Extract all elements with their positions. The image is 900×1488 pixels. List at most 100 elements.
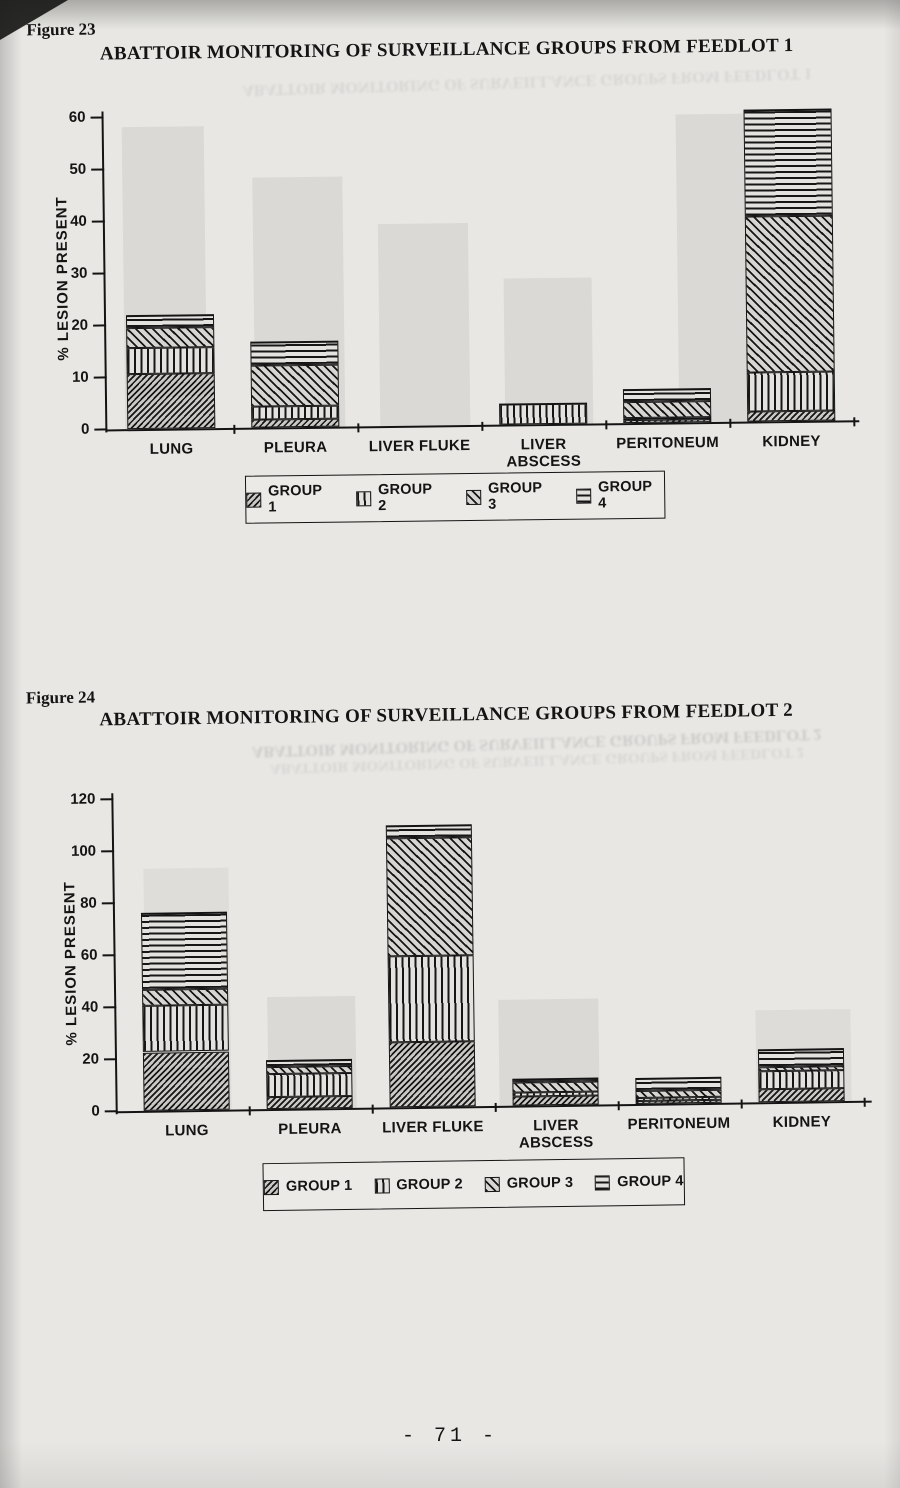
category-label-liver-abscess: LIVER ABSCESS	[518, 1116, 594, 1152]
y-tick-label-40: 40	[70, 212, 87, 230]
bar-segment-lung-group-2	[142, 1004, 229, 1053]
legend-item-group-2: GROUP 2	[374, 1176, 463, 1193]
y-tick-label-20: 20	[71, 316, 89, 334]
figure-23-legend: GROUP 1 GROUP 2 GROUP 3 GROUP 4	[244, 470, 666, 524]
x-axis-tick	[863, 1097, 866, 1107]
scan-corner-shadow	[0, 0, 68, 40]
bar-segment-pleura-group-1	[266, 1096, 353, 1110]
x-axis-tick	[481, 421, 484, 431]
bar-segment-lung-group-1	[126, 373, 216, 430]
bar-segment-kidney-group-1	[747, 410, 836, 422]
legend-label-group-4: GROUP 4	[597, 478, 653, 512]
legend-item-group-4: GROUP 4	[595, 1173, 684, 1190]
bar-segment-liver-fluke-group-1	[388, 1041, 476, 1108]
x-axis-tick	[605, 420, 608, 430]
legend-label-group-1: GROUP 1	[285, 1177, 353, 1195]
x-axis-tick	[853, 417, 856, 427]
legend-label-group-3: GROUP 3	[506, 1174, 574, 1192]
bar-segment-pleura-group-4	[250, 340, 339, 366]
legend-label-group-1: GROUP 1	[267, 482, 323, 516]
bar-segment-lung-group-4	[140, 912, 229, 990]
legend-swatch-group-3-icon	[484, 1176, 500, 1192]
x-axis-tick	[740, 1099, 743, 1109]
legend-swatch-group-1-icon	[263, 1179, 280, 1195]
category-label-liver-abscess: LIVER ABSCESS	[506, 435, 582, 471]
bar-segment-pleura-group-4	[266, 1058, 353, 1068]
y-tick-label-120: 120	[70, 790, 96, 808]
bar-segment-kidney-group-1	[758, 1088, 845, 1103]
legend-swatch-group-4-icon	[576, 488, 592, 504]
category-label-liver-fluke: LIVER FLUKE	[382, 1118, 484, 1137]
bar-segment-liver-fluke-group-4	[385, 824, 472, 839]
y-tick-120	[100, 798, 114, 801]
y-tick-40	[91, 220, 105, 223]
y-tick-40	[103, 1006, 117, 1009]
bar-segment-lung-group-3	[142, 988, 229, 1006]
y-tick-30	[92, 272, 106, 275]
figure-24-chart: Figure 24 ABATTOIR MONITORING OF SURVEIL…	[0, 676, 900, 1259]
y-tick-label-80: 80	[80, 894, 97, 912]
x-axis-tick	[729, 418, 732, 428]
bar-segment-kidney-group-4	[743, 108, 833, 217]
category-label-lung: LUNG	[149, 440, 194, 458]
y-tick-0	[104, 1110, 118, 1113]
bar-segment-pleura-group-2	[251, 405, 340, 420]
y-tick-label-0: 0	[91, 1102, 100, 1120]
legend-item-group-1: GROUP 1	[263, 1177, 353, 1195]
bar-segment-peritoneum-group-4	[635, 1076, 722, 1091]
legend-swatch-group-1-icon	[246, 492, 262, 508]
legend-item-group-3: GROUP 3	[484, 1174, 574, 1192]
category-label-kidney: KIDNEY	[772, 1113, 832, 1132]
bar-segment-peritoneum-group-3	[635, 1089, 722, 1098]
bar-segment-liver-fluke-group-3	[385, 837, 474, 957]
bar-segment-kidney-group-2	[746, 371, 836, 412]
legend-swatch-group-3-icon	[466, 489, 482, 505]
x-axis-tick	[233, 424, 236, 434]
y-tick-label-20: 20	[82, 1050, 100, 1068]
y-tick-60	[102, 954, 116, 957]
figure-24-legend: GROUP 1 GROUP 2 GROUP 3 GROUP 4	[262, 1157, 686, 1212]
x-axis-tick	[357, 423, 360, 433]
x-axis-tick	[248, 1106, 251, 1116]
y-tick-label-40: 40	[81, 998, 99, 1016]
bar-segment-kidney-group-2	[758, 1069, 845, 1090]
legend-swatch-group-2-icon	[356, 490, 372, 506]
bar-segment-pleura-group-3	[250, 364, 340, 407]
category-label-kidney: KIDNEY	[762, 432, 821, 451]
bar-segment-liver-abscess-group-2	[499, 402, 588, 425]
legend-item-group-2: GROUP 2	[356, 481, 444, 514]
page-number: - 71 -	[401, 1425, 498, 1448]
y-tick-label-10: 10	[71, 368, 89, 386]
bar-segment-lung-group-1	[142, 1051, 230, 1111]
legend-swatch-group-2-icon	[374, 1177, 390, 1194]
figure-23-chart: Figure 23 ABATTOIR MONITORING OF SURVEIL…	[0, 8, 900, 579]
y-tick-label-60: 60	[80, 946, 98, 964]
category-label-pleura: PLEURA	[278, 1120, 342, 1138]
y-tick-10	[93, 376, 107, 379]
y-tick-label-30: 30	[70, 264, 88, 282]
bar-segment-lung-group-3	[126, 326, 215, 349]
y-tick-50	[91, 168, 105, 171]
y-tick-label-60: 60	[68, 108, 86, 126]
bar-segment-liver-abscess-group-1	[512, 1095, 599, 1106]
y-tick-20	[93, 324, 107, 327]
bar-segment-kidney-group-4	[757, 1047, 845, 1068]
category-label-peritoneum: PERITONEUM	[616, 433, 720, 453]
category-label-pleura: PLEURA	[263, 438, 328, 457]
bar-segment-liver-fluke-group-2	[387, 955, 475, 1043]
bar-segment-peritoneum-group-4	[622, 388, 712, 403]
y-tick-label-50: 50	[69, 160, 87, 178]
bar-segment-lung-group-2	[126, 347, 215, 375]
bar-segment-lung-group-4	[125, 313, 215, 328]
y-tick-0	[94, 428, 108, 431]
y-tick-label-0: 0	[80, 420, 90, 438]
legend-item-group-4: GROUP 4	[576, 479, 664, 512]
bar-segment-kidney-group-3	[744, 215, 835, 373]
bar-segment-liver-abscess-group-3	[512, 1081, 599, 1093]
category-label-lung: LUNG	[165, 1121, 209, 1140]
y-tick-label-100: 100	[70, 842, 97, 860]
bar-segment-pleura-group-1	[251, 418, 340, 428]
x-axis-tick	[494, 1102, 497, 1112]
legend-label-group-4: GROUP 4	[617, 1173, 684, 1191]
